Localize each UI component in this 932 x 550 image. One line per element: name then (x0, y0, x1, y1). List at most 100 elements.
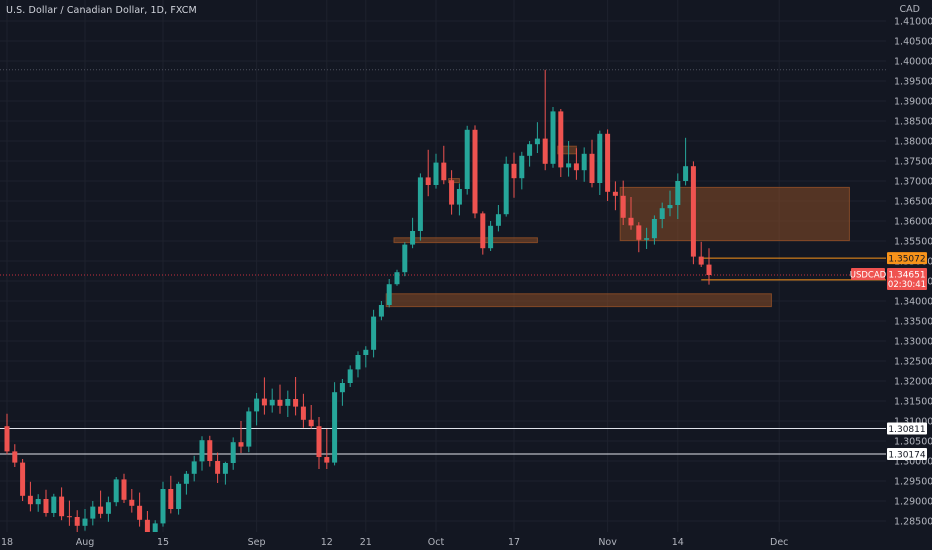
candle-body (316, 426, 322, 457)
candle-body (573, 163, 579, 171)
candle-body (121, 479, 127, 500)
countdown-label: 02:30:41 (888, 280, 926, 290)
candle-body (667, 205, 673, 209)
candle-body (410, 231, 416, 245)
candle-body (82, 518, 88, 526)
candle-body (488, 225, 494, 249)
candle-body (683, 166, 689, 181)
price-labels: 1.350721.345271.308111.30174USDCAD1.3465… (850, 252, 927, 461)
candle-body (238, 442, 244, 447)
candle-body (207, 440, 213, 461)
time-tick-label: Dec (770, 537, 788, 548)
candle-body (589, 153, 595, 183)
time-tick-label: 18 (1, 537, 13, 548)
candle-body (66, 516, 72, 518)
price-tick-label: 1.37500 (894, 157, 932, 168)
candle-body (402, 244, 408, 273)
price-tick-label: 1.37000 (894, 177, 932, 188)
price-tag-label: 1.30174 (888, 451, 925, 461)
price-tick-label: 1.33500 (894, 317, 932, 328)
price-tick-label: 1.31500 (894, 397, 932, 408)
price-tick-label: 1.39000 (894, 97, 932, 108)
symbol-tag-bg (851, 267, 885, 280)
candle-body (59, 496, 65, 517)
candle-body (363, 349, 369, 355)
price-tick-label: 1.29000 (894, 497, 932, 508)
candle-body (612, 191, 618, 196)
candle-body (168, 489, 174, 509)
candle-body (74, 517, 80, 526)
price-tag-bg (887, 422, 927, 435)
candle-body (105, 502, 111, 514)
candle-body (433, 162, 439, 185)
axis-currency: CAD (899, 4, 920, 15)
candle-body (597, 133, 603, 183)
horizontal-lines (0, 69, 886, 455)
candle-body (300, 406, 306, 420)
candle-body (339, 383, 345, 393)
candle-body (558, 111, 564, 168)
price-tick-label: 1.35500 (894, 237, 932, 248)
candle-body (527, 144, 533, 156)
chart-title: U.S. Dollar / Canadian Dollar, 1D, FXCM (6, 5, 197, 16)
candle-body (215, 461, 221, 474)
price-line-tag: 1.30174 (887, 448, 927, 461)
candle-body (246, 411, 252, 447)
price-tick-label: 1.30500 (894, 437, 932, 448)
price-tick-label: 1.29500 (894, 477, 932, 488)
candle-body (27, 495, 33, 505)
candle-body (675, 181, 681, 205)
candle-body (605, 133, 611, 192)
candle-body (449, 180, 455, 205)
candle-body (137, 505, 143, 520)
price-tag-bg (887, 448, 927, 461)
zone-rect (619, 186, 850, 242)
zone-rect (393, 237, 538, 244)
candle-body (269, 399, 275, 406)
price-tag-bg (887, 252, 927, 265)
candle-body (277, 399, 283, 406)
current-price-bg (887, 267, 927, 290)
candle-body (581, 153, 587, 171)
candle-body (308, 419, 314, 427)
candle-body (90, 506, 96, 519)
candle-body (222, 463, 228, 474)
price-line-tag: 1.30811 (887, 422, 927, 435)
candle-body (394, 272, 400, 285)
candle-body (355, 355, 361, 370)
time-tick-label: 17 (508, 537, 520, 548)
price-tick-label: 1.33000 (894, 337, 932, 348)
candle-body (43, 499, 49, 513)
candle-body (152, 523, 158, 537)
price-tick-label: 1.41000 (894, 17, 932, 28)
price-tick-label: 1.40500 (894, 37, 932, 48)
candle-body (534, 138, 540, 145)
candle-body (542, 138, 548, 164)
time-tick-label: 14 (672, 537, 684, 548)
candles (4, 69, 712, 548)
price-line-tag: 1.35072 (887, 252, 927, 265)
candle-body (129, 499, 135, 506)
candle-body (98, 506, 104, 514)
supply-demand-zones (385, 145, 850, 308)
time-axis[interactable] (0, 532, 886, 550)
price-tick-label: 1.36000 (894, 217, 932, 228)
time-tick-label: Aug (76, 537, 95, 548)
candle-body (332, 392, 338, 463)
candle-body (503, 163, 509, 215)
time-tick-label: Oct (428, 537, 445, 548)
candle-body (254, 398, 260, 412)
candle-body (176, 483, 182, 509)
price-tick-label: 1.40000 (894, 57, 932, 68)
candle-body (199, 440, 205, 462)
time-axis-ticks: 18 Aug 15 Sep 12 21 Oct 17 Nov 14 Dec (1, 537, 788, 548)
price-tick-label: 1.38500 (894, 117, 932, 128)
time-tick-label: 21 (360, 537, 372, 548)
candle-body (659, 208, 665, 219)
candle-body (550, 111, 556, 164)
zone-rect (385, 293, 772, 308)
price-tick-label: 1.36500 (894, 197, 932, 208)
candle-body (324, 457, 330, 463)
